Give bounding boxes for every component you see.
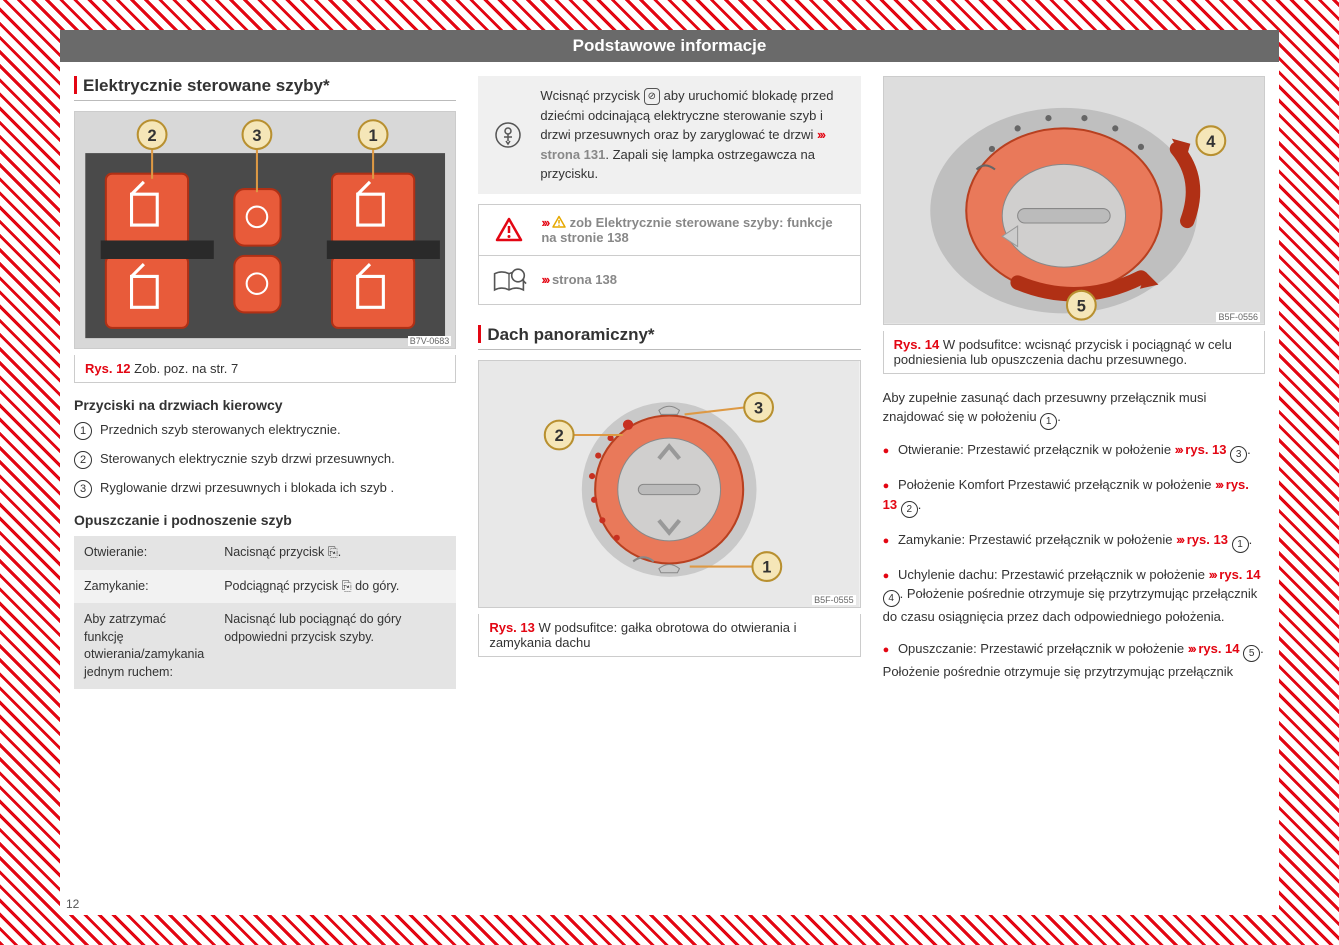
warning-row: ››› zob Elektrycznie sterowane szyby: fu… <box>479 205 859 255</box>
bullet-list: Otwieranie: Przestawić przełącznik w poł… <box>883 440 1265 681</box>
section-title-windows: Elektrycznie sterowane szyby* <box>74 76 456 101</box>
chevron-icon: ››› <box>1175 442 1182 457</box>
book-icon <box>491 266 527 294</box>
chevron-icon: ››› <box>817 127 824 142</box>
subhead-driver-door: Przyciski na drzwiach kierowcy <box>74 397 456 413</box>
table-value: Nacisnąć przycisk ⎘. <box>214 536 456 570</box>
list-item: 2 Sterowanych elektrycznie szyb drzwi pr… <box>74 450 456 469</box>
list-text: Ryglowanie drzwi przesuwnych i blokada i… <box>100 479 394 498</box>
list-number: 2 <box>74 451 92 469</box>
table-value: Nacisnąć lub pociągnąć do góry odpowiedn… <box>214 603 456 689</box>
svg-text:3: 3 <box>754 399 763 417</box>
warning-small-icon <box>552 215 566 229</box>
table-key: Zamykanie: <box>74 570 214 604</box>
column-3: 4 5 B5F-0556 Rys. 14 W podsufitce: wcisn… <box>883 76 1265 693</box>
figure-14-caption-text: W podsufitce: wcisnąć przycisk i pociągn… <box>894 337 1232 367</box>
child-lock-info: Wcisnąć przycisk ⊘ aby uruchomić blokadę… <box>478 76 860 194</box>
svg-text:4: 4 <box>1206 133 1216 151</box>
figure-12-code: B7V-0683 <box>408 336 452 346</box>
figure-13-caption: Rys. 13 W podsufitce: gałka obrotowa do … <box>478 614 860 657</box>
list-number: 1 <box>74 422 92 440</box>
book-row: ››› strona 138 <box>479 255 859 304</box>
chevron-icon: ››› <box>1176 532 1183 547</box>
reference-box: ››› zob Elektrycznie sterowane szyby: fu… <box>478 204 860 305</box>
figure-13-illustration: 2 3 1 <box>479 361 859 608</box>
page-content: Podstawowe informacje Elektrycznie stero… <box>60 30 1279 915</box>
chevron-icon: ››› <box>1209 567 1216 582</box>
figure-14-code: B5F-0556 <box>1216 312 1260 322</box>
svg-text:2: 2 <box>555 427 564 445</box>
table-row: Otwieranie: Nacisnąć przycisk ⎘. <box>74 536 456 570</box>
circled-number: 3 <box>1230 446 1247 463</box>
circled-number: 2 <box>901 501 918 518</box>
svg-text:1: 1 <box>763 558 772 576</box>
page-number: 12 <box>66 897 79 911</box>
warning-text: ››› zob Elektrycznie sterowane szyby: fu… <box>541 215 847 245</box>
figure-13-caption-text: W podsufitce: gałka obrotowa do otwieran… <box>489 620 796 650</box>
intro-paragraph: Aby zupełnie zasunąć dach przesuwny prze… <box>883 388 1265 431</box>
fig-ref[interactable]: rys. 13 <box>1185 442 1226 457</box>
columns: Elektrycznie sterowane szyby* <box>60 76 1279 693</box>
table-value: Podciągnąć przycisk ⎘ do góry. <box>214 570 456 604</box>
list-item: Położenie Komfort Przestawić przełącznik… <box>883 475 1265 518</box>
page-link[interactable]: strona 131 <box>540 147 605 162</box>
child-lock-icon <box>490 86 526 184</box>
chevron-icon: ››› <box>541 272 548 287</box>
table-row: Aby zatrzymać funkcję otwierania/zamykan… <box>74 603 456 689</box>
figure-14-illustration: 4 5 <box>884 77 1264 324</box>
figure-13-code: B5F-0555 <box>812 595 856 605</box>
figure-14-caption: Rys. 14 W podsufitce: wcisnąć przycisk i… <box>883 331 1265 374</box>
operations-table: Otwieranie: Nacisnąć przycisk ⎘. Zamykan… <box>74 536 456 689</box>
table-key: Aby zatrzymać funkcję otwierania/zamykan… <box>74 603 214 689</box>
child-lock-text: Wcisnąć przycisk ⊘ aby uruchomić blokadę… <box>540 86 848 184</box>
fig-ref[interactable]: rys. 13 <box>1187 532 1228 547</box>
figure-12-illustration: 2 3 1 <box>75 112 455 348</box>
chevron-icon: ››› <box>1215 477 1222 492</box>
section-title-roof: Dach panoramiczny* <box>478 325 860 350</box>
svg-text:5: 5 <box>1076 297 1085 315</box>
chevron-icon: ››› <box>1188 641 1195 656</box>
figure-13: 2 3 1 B5F-0555 <box>478 360 860 609</box>
figure-12: 2 3 1 B7V-0683 <box>74 111 456 349</box>
circled-number: 4 <box>883 590 900 607</box>
fig-ref[interactable]: rys. 14 <box>1198 641 1239 656</box>
list-text: Przednich szyb sterowanych elektrycznie. <box>100 421 341 440</box>
figure-14: 4 5 B5F-0556 <box>883 76 1265 325</box>
list-item: 3 Ryglowanie drzwi przesuwnych i blokada… <box>74 479 456 498</box>
book-text: ››› strona 138 <box>541 272 617 287</box>
child-lock-button-icon: ⊘ <box>644 88 660 105</box>
page-link[interactable]: strona 138 <box>552 272 617 287</box>
chevron-icon: ››› <box>541 215 548 230</box>
svg-text:1: 1 <box>369 127 378 145</box>
fig-ref[interactable]: rys. 14 <box>1219 567 1260 582</box>
numbered-list: 1 Przednich szyb sterowanych elektryczni… <box>74 421 456 498</box>
svg-text:3: 3 <box>252 127 261 145</box>
list-item: 1 Przednich szyb sterowanych elektryczni… <box>74 421 456 440</box>
column-2: Wcisnąć przycisk ⊘ aby uruchomić blokadę… <box>478 76 860 693</box>
table-row: Zamykanie: Podciągnąć przycisk ⎘ do góry… <box>74 570 456 604</box>
figure-13-label: Rys. 13 <box>489 620 535 635</box>
ref-link[interactable]: zob Elektrycznie sterowane szyby: funkcj… <box>541 215 832 245</box>
list-item: Opuszczanie: Przestawić przełącznik w po… <box>883 639 1265 682</box>
figure-14-label: Rys. 14 <box>894 337 940 352</box>
warning-icon <box>491 216 527 244</box>
circled-number: 1 <box>1040 413 1057 430</box>
list-number: 3 <box>74 480 92 498</box>
figure-12-caption-text: Zob. poz. na str. 7 <box>134 361 238 376</box>
figure-12-caption: Rys. 12 Zob. poz. na str. 7 <box>74 355 456 383</box>
circled-number: 1 <box>1232 536 1249 553</box>
page-header: Podstawowe informacje <box>60 30 1279 62</box>
circled-number: 5 <box>1243 645 1260 662</box>
subhead-raise-lower: Opuszczanie i podnoszenie szyb <box>74 512 456 528</box>
svg-text:2: 2 <box>148 127 157 145</box>
column-1: Elektrycznie sterowane szyby* <box>74 76 456 693</box>
figure-12-label: Rys. 12 <box>85 361 131 376</box>
list-text: Sterowanych elektrycznie szyb drzwi prze… <box>100 450 395 469</box>
list-item: Zamykanie: Przestawić przełącznik w poło… <box>883 530 1265 553</box>
list-item: Otwieranie: Przestawić przełącznik w poł… <box>883 440 1265 463</box>
table-key: Otwieranie: <box>74 536 214 570</box>
list-item: Uchylenie dachu: Przestawić przełącznik … <box>883 565 1265 627</box>
